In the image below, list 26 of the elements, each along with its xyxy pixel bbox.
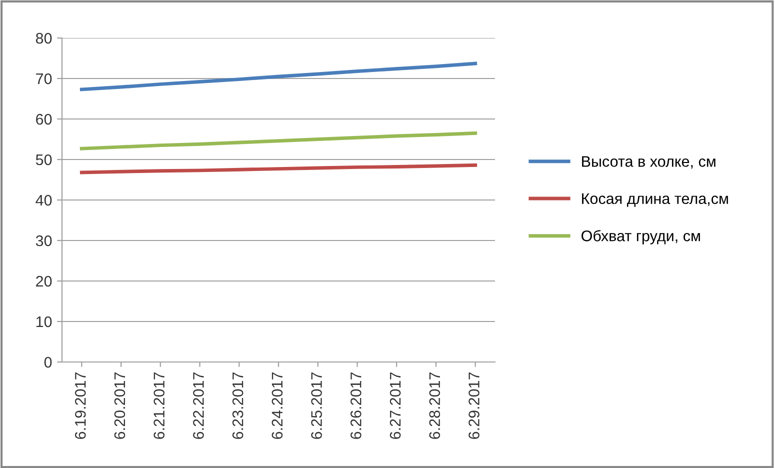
x-tick-label: 6.25.2017 <box>311 372 322 439</box>
x-tick-label: 6.27.2017 <box>390 372 401 439</box>
y-tick-label: 80 <box>36 32 52 44</box>
x-tick-label: 6.20.2017 <box>114 372 126 439</box>
y-tick-label: 30 <box>36 235 52 246</box>
legend-label: Высота в холке, см <box>582 156 716 169</box>
legend-label: Косая длина тела,см <box>582 193 728 207</box>
y-tick-label: 10 <box>36 316 52 328</box>
x-tick-label: 6.26.2017 <box>350 372 362 439</box>
x-tick-label: 6.28.2017 <box>429 372 440 439</box>
y-tick-label: 40 <box>36 194 52 206</box>
x-tick-label: 6.24.2017 <box>272 372 283 439</box>
x-tick-label: 6.22.2017 <box>193 372 204 439</box>
y-tick-label: 50 <box>36 154 52 166</box>
y-tick-label: 70 <box>36 73 52 84</box>
x-tick-label: 6.21.2017 <box>154 372 165 439</box>
legend-label: Обхват груди, см <box>582 230 700 244</box>
y-tick-label: 0 <box>44 356 52 368</box>
x-tick-label: 6.29.2017 <box>468 372 480 439</box>
line-series <box>80 62 478 92</box>
line-series <box>80 163 478 174</box>
y-tick-label: 20 <box>36 276 52 287</box>
x-tick-label: 6.23.2017 <box>232 372 244 439</box>
x-tick-label: 6.19.2017 <box>74 372 86 439</box>
y-tick-label: 60 <box>36 114 52 125</box>
line-series <box>80 131 478 150</box>
